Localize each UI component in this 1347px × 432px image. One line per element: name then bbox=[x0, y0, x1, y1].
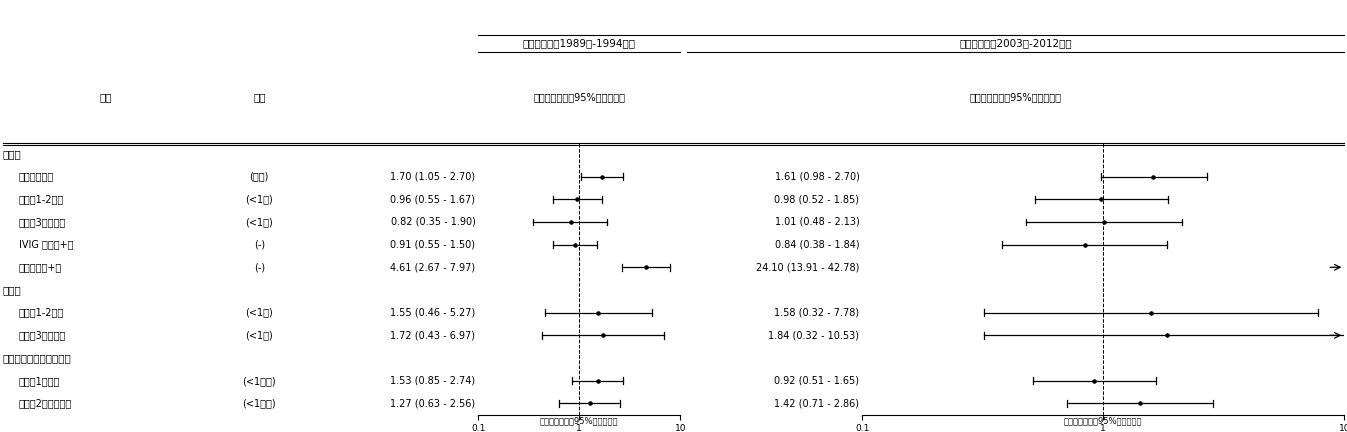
Text: 因子: 因子 bbox=[100, 92, 112, 102]
Text: 1.01 (0.48 - 2.13): 1.01 (0.48 - 2.13) bbox=[775, 217, 859, 227]
Text: 24.10 (13.91 - 42.78): 24.10 (13.91 - 42.78) bbox=[756, 262, 859, 272]
Text: 0.91 (0.55 - 1.50): 0.91 (0.55 - 1.50) bbox=[391, 240, 475, 250]
Text: 年齢（1-2歳）: 年齢（1-2歳） bbox=[19, 308, 65, 318]
Text: 年齢（3歳以上）: 年齢（3歳以上） bbox=[19, 330, 66, 340]
Text: 1.42 (0.71 - 2.86): 1.42 (0.71 - 2.86) bbox=[775, 398, 859, 408]
Text: (<1年間): (<1年間) bbox=[242, 398, 276, 408]
Text: 1.61 (0.98 - 2.70): 1.61 (0.98 - 2.70) bbox=[775, 172, 859, 181]
Text: 1.84 (0.32 - 10.53): 1.84 (0.32 - 10.53) bbox=[768, 330, 859, 340]
Text: 1.72 (0.43 - 6.97): 1.72 (0.43 - 6.97) bbox=[391, 330, 475, 340]
Text: (<1歳): (<1歳) bbox=[245, 217, 273, 227]
Text: 1.27 (0.63 - 2.56): 1.27 (0.63 - 2.56) bbox=[391, 398, 475, 408]
Text: 性別（男児）: 性別（男児） bbox=[19, 172, 54, 181]
Text: 心後遗症（+）: 心後遗症（+） bbox=[19, 262, 62, 272]
Text: 調整オッズ比（95%信頼区間）: 調整オッズ比（95%信頼区間） bbox=[1064, 416, 1142, 426]
Text: 1.70 (1.05 - 2.70): 1.70 (1.05 - 2.70) bbox=[391, 172, 475, 181]
Text: (女児): (女児) bbox=[249, 172, 269, 181]
Text: (<1年間): (<1年間) bbox=[242, 376, 276, 386]
Text: 1.53 (0.85 - 2.74): 1.53 (0.85 - 2.74) bbox=[391, 376, 475, 386]
Text: 0.82 (0.35 - 1.90): 0.82 (0.35 - 1.90) bbox=[391, 217, 475, 227]
Text: 初発時: 初発時 bbox=[3, 149, 22, 159]
Text: (<1歳): (<1歳) bbox=[245, 194, 273, 204]
Text: 4.61 (2.67 - 7.97): 4.61 (2.67 - 7.97) bbox=[391, 262, 475, 272]
Text: IVIG 治療（+）: IVIG 治療（+） bbox=[19, 240, 73, 250]
Text: 調整オッズ比（95%信頼区間）: 調整オッズ比（95%信頼区間） bbox=[533, 92, 625, 102]
Text: 1.55 (0.46 - 5.27): 1.55 (0.46 - 5.27) bbox=[391, 308, 475, 318]
Text: (-): (-) bbox=[253, 262, 265, 272]
Text: 1.58 (0.32 - 7.78): 1.58 (0.32 - 7.78) bbox=[775, 308, 859, 318]
Text: 再発時: 再発時 bbox=[3, 285, 22, 295]
Text: 0.96 (0.55 - 1.67): 0.96 (0.55 - 1.67) bbox=[391, 194, 475, 204]
Text: 0.92 (0.51 - 1.65): 0.92 (0.51 - 1.65) bbox=[775, 376, 859, 386]
Text: 年齢（1-2歳）: 年齢（1-2歳） bbox=[19, 194, 65, 204]
Text: 間隔（2年度以上）: 間隔（2年度以上） bbox=[19, 398, 73, 408]
Text: (-): (-) bbox=[253, 240, 265, 250]
Text: 参照: 参照 bbox=[253, 92, 265, 102]
Text: 調整オッズ比（95%信頼区間）: 調整オッズ比（95%信頼区間） bbox=[540, 416, 618, 426]
Text: 年齢（3歳以上）: 年齢（3歳以上） bbox=[19, 217, 66, 227]
Text: 間隔（1年度）: 間隔（1年度） bbox=[19, 376, 61, 386]
Text: 前コホート（1989年-1994年）: 前コホート（1989年-1994年） bbox=[523, 38, 636, 48]
Text: (<1歳): (<1歳) bbox=[245, 308, 273, 318]
Text: 0.84 (0.38 - 1.84): 0.84 (0.38 - 1.84) bbox=[775, 240, 859, 250]
Text: 0.98 (0.52 - 1.85): 0.98 (0.52 - 1.85) bbox=[775, 194, 859, 204]
Text: 初発から再発までの間隔: 初発から再発までの間隔 bbox=[3, 353, 71, 363]
Text: 調整オッズ比（95%信頼区間）: 調整オッズ比（95%信頼区間） bbox=[970, 92, 1061, 102]
Text: 後コホート（2003年-2012年）: 後コホート（2003年-2012年） bbox=[959, 38, 1072, 48]
Text: (<1歳): (<1歳) bbox=[245, 330, 273, 340]
